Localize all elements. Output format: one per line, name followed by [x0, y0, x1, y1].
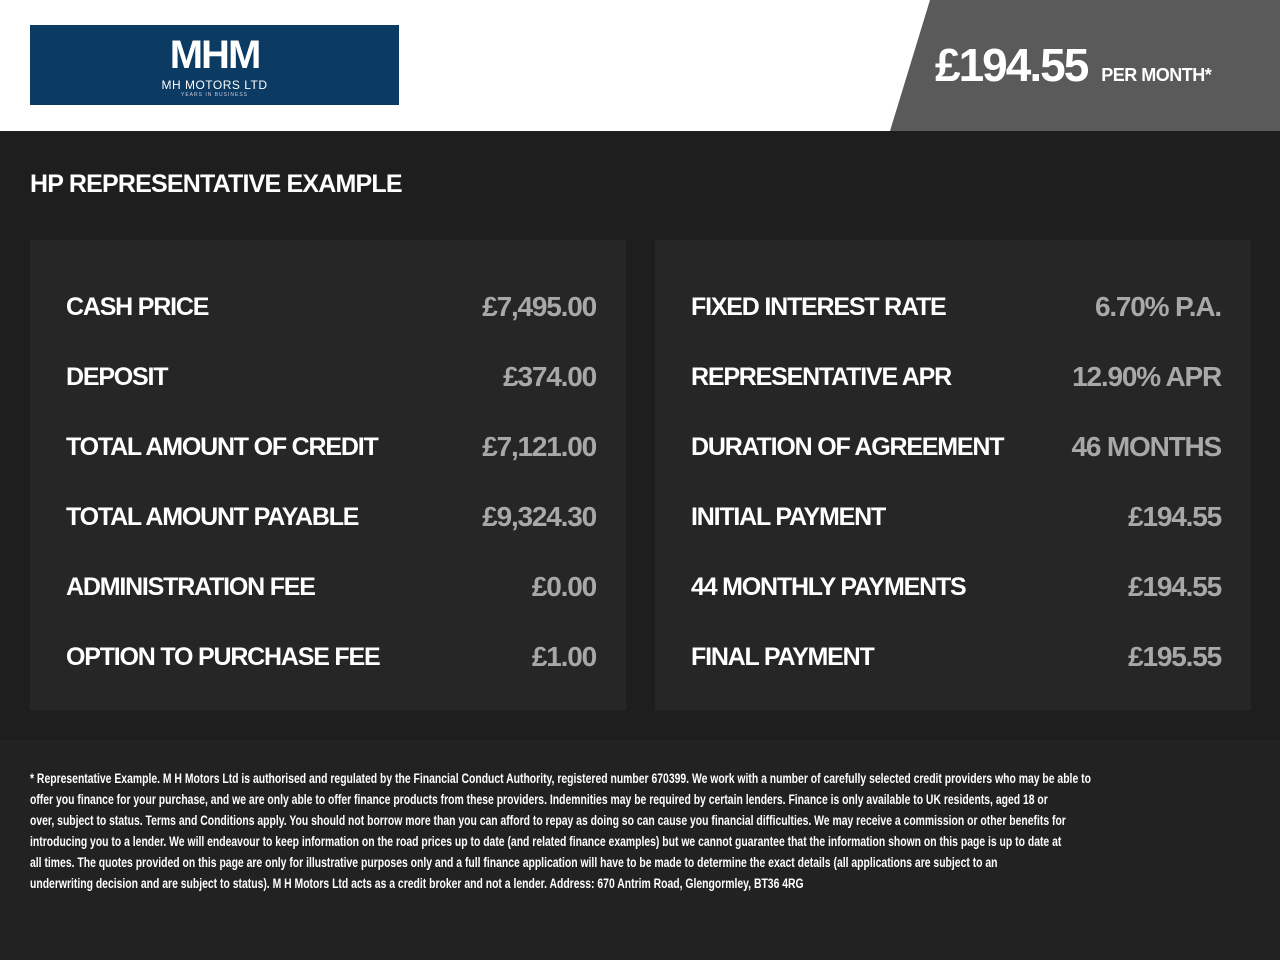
finance-card-right: FIXED INTEREST RATE 6.70% P.A. REPRESENTAT…: [655, 240, 1251, 710]
price-panel: [890, 0, 1280, 131]
disclaimer-line: underwriting decision and are subject to…: [30, 876, 804, 891]
disclaimer-line: offer you finance for your purchase, and…: [30, 792, 1048, 807]
section-title: HP REPRESENTATIVE EXAMPLE: [30, 170, 403, 198]
row-value: 6.70% P.A.: [1094, 291, 1222, 322]
disclaimer-line: * Representative Example. M H Motors Ltd…: [30, 771, 1091, 786]
row-label: REPRESENTATIVE APR: [691, 362, 952, 391]
finance-row: REPRESENTATIVE APR 12.90% APR: [691, 355, 1222, 399]
row-label: FIXED INTEREST RATE: [691, 292, 947, 321]
finance-row: FINAL PAYMENT £195.55: [691, 635, 1222, 679]
row-value: £7,121.00: [482, 431, 597, 462]
row-value: £0.00: [531, 571, 597, 602]
row-value: £1.00: [531, 641, 597, 672]
per-month-label: PER MONTH*: [1101, 65, 1212, 85]
finance-row: ADMINISTRATION FEE £0.00: [66, 565, 597, 609]
finance-row: TOTAL AMOUNT PAYABLE £9,324.30: [66, 495, 597, 539]
logo-tagline: YEARS IN BUSINESS: [180, 91, 248, 98]
finance-row: 44 MONTHLY PAYMENTS £194.55: [691, 565, 1222, 609]
finance-row: DURATION OF AGREEMENT 46 MONTHS: [691, 425, 1223, 469]
logo-name: MH MOTORS LTD: [161, 77, 268, 92]
finance-row: CASH PRICE £7,495.00: [66, 285, 597, 329]
disclaimer-line: all times. The quotes provided on this p…: [30, 855, 998, 870]
row-value: £195.55: [1128, 641, 1222, 672]
row-value: 46 MONTHS: [1071, 431, 1223, 462]
finance-row: OPTION TO PURCHASE FEE £1.00: [66, 635, 597, 679]
row-label: ADMINISTRATION FEE: [66, 572, 316, 601]
row-label: OPTION TO PURCHASE FEE: [66, 642, 381, 671]
row-value: £9,324.30: [482, 501, 597, 532]
finance-row: INITIAL PAYMENT £194.55: [691, 495, 1222, 539]
row-value: £194.55: [1128, 571, 1222, 602]
monthly-price: £194.55: [935, 39, 1089, 91]
row-label: INITIAL PAYMENT: [691, 502, 886, 531]
row-label: 44 MONTHLY PAYMENTS: [691, 572, 967, 601]
disclaimer-line: introducing you to a lender. We will end…: [30, 834, 1062, 849]
logo-mark: MHM: [169, 32, 262, 77]
finance-row: TOTAL AMOUNT OF CREDIT £7,121.00: [66, 425, 597, 469]
mh-motors-logo[interactable]: MHM MH MOTORS LTD YEARS IN BUSINESS: [30, 25, 399, 105]
disclaimer-footer: * Representative Example. M H Motors Ltd…: [0, 740, 1280, 960]
row-value: £7,495.00: [482, 291, 597, 322]
disclaimer-line: over, subject to status. Terms and Condi…: [30, 813, 1066, 828]
header: MHM MH MOTORS LTD YEARS IN BUSINESS £194…: [0, 0, 1280, 131]
row-label: TOTAL AMOUNT OF CREDIT: [66, 432, 379, 461]
row-value: £374.00: [503, 361, 597, 392]
row-label: DEPOSIT: [66, 362, 169, 391]
row-label: TOTAL AMOUNT PAYABLE: [66, 502, 359, 531]
row-value: £194.55: [1128, 501, 1222, 532]
finance-row: FIXED INTEREST RATE 6.70% P.A.: [691, 285, 1222, 329]
price-group: £194.55 PER MONTH*: [935, 38, 1270, 92]
finance-card-left: CASH PRICE £7,495.00 DEPOSIT £374.00 TOTAL A…: [30, 240, 626, 710]
finance-row: DEPOSIT £374.00: [66, 355, 597, 399]
row-value: 12.90% APR: [1072, 361, 1222, 392]
row-label: FINAL PAYMENT: [691, 642, 875, 671]
row-label: DURATION OF AGREEMENT: [691, 432, 1004, 461]
row-label: CASH PRICE: [66, 292, 209, 321]
